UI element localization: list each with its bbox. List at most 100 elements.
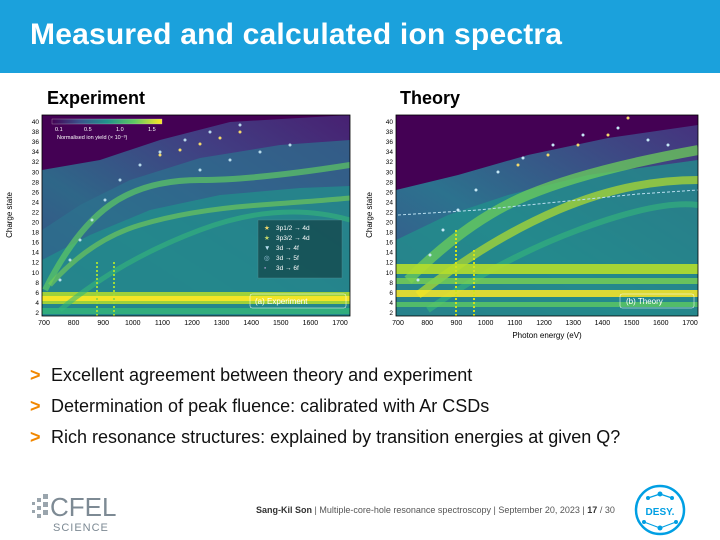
y-tick-label: 22 <box>386 209 394 216</box>
x-tick-label: 1600 <box>653 320 669 327</box>
y-tick-label: 28 <box>32 179 40 186</box>
y-tick-label: 8 <box>389 280 393 287</box>
x-tick-label: 1300 <box>214 320 230 327</box>
experiment-heatmap: 0.1 0.5 1.0 1.5 Normalised ion yield (× … <box>5 114 351 327</box>
legend-item-2: 3p3/2 → 4d <box>276 235 310 242</box>
footer-talk-title: Multiple-core-hole resonance spectroscop… <box>319 505 491 515</box>
slide-title: Measured and calculated ion spectra <box>30 18 563 51</box>
y-tick-label: 16 <box>386 240 394 247</box>
x-tick-label: 1400 <box>595 320 611 327</box>
footer-page-total: / 30 <box>599 505 615 515</box>
y-tick-label: 18 <box>386 230 394 237</box>
y-tick-label: 36 <box>32 139 40 146</box>
y-tick-label: 10 <box>386 270 394 277</box>
legend-item-5: 3d → 6f <box>276 265 299 272</box>
footer-author: Sang-Kil Son <box>256 505 312 515</box>
footer-date: September 20, 2023 <box>498 505 580 515</box>
cfel-logo: CFEL SCIENCE <box>32 492 116 534</box>
footer-separator: | <box>493 505 496 515</box>
svg-text:★: ★ <box>264 224 270 232</box>
legend-item-4: 3d → 5f <box>276 255 299 262</box>
bullet-marker: > <box>30 365 41 385</box>
cfel-logo-subtext: SCIENCE <box>53 522 109 534</box>
x-tick-label: 900 <box>451 320 463 327</box>
x-tick-label: 900 <box>97 320 109 327</box>
y-tick-label: 2 <box>35 310 39 317</box>
y-tick-label: 4 <box>389 300 393 307</box>
y-tick-label: 20 <box>386 220 394 227</box>
bullet-text: Excellent agreement between theory and e… <box>51 365 473 385</box>
x-tick-label: 1100 <box>507 320 522 327</box>
bullet-text: Determination of peak fluence: calibrate… <box>51 396 490 416</box>
bullet-list: > Excellent agreement between theory and… <box>30 362 710 455</box>
theory-ylabel: Charge state <box>365 192 374 238</box>
y-tick-label: 38 <box>32 129 40 136</box>
legend-item-3: 3d → 4f <box>276 245 299 252</box>
y-tick-label: 12 <box>386 260 394 267</box>
x-tick-label: 800 <box>68 320 80 327</box>
footer-separator: | <box>314 505 317 515</box>
y-tick-label: 30 <box>386 169 394 176</box>
x-tick-label: 1400 <box>243 320 259 327</box>
experiment-ylabel: Charge state <box>5 192 14 238</box>
y-tick-label: 12 <box>32 260 40 267</box>
y-tick-label: 36 <box>386 139 394 146</box>
y-tick-label: 14 <box>386 250 394 257</box>
desy-logo: DESY. <box>634 484 686 536</box>
y-tick-label: 20 <box>32 220 40 227</box>
y-tick-label: 34 <box>386 149 394 156</box>
cbar-tick-3: 1.0 <box>116 127 124 133</box>
x-tick-label: 1600 <box>303 320 319 327</box>
x-tick-label: 1000 <box>478 320 494 327</box>
cbar-tick-4: 1.5 <box>148 127 156 133</box>
cbar-tick-2: 0.5 <box>84 127 92 133</box>
svg-text:★: ★ <box>264 234 270 242</box>
theory-heatmap: (b) Theory 24681012141618202224262830323… <box>365 114 699 340</box>
bullet-item: > Rich resonance structures: explained b… <box>30 424 710 455</box>
y-tick-label: 32 <box>32 159 40 166</box>
footer-page-number: 17 <box>587 505 598 515</box>
x-tick-label: 1300 <box>565 320 581 327</box>
x-tick-label: 1700 <box>682 320 698 327</box>
y-tick-label: 18 <box>32 230 40 237</box>
x-tick-label: 1000 <box>125 320 141 327</box>
x-tick-label: 1100 <box>155 320 170 327</box>
y-tick-label: 14 <box>32 250 40 257</box>
y-tick-label: 24 <box>386 199 394 206</box>
y-tick-label: 40 <box>32 119 40 126</box>
y-tick-label: 34 <box>32 149 40 156</box>
cfel-logo-text: CFEL <box>50 492 116 522</box>
svg-text:◎: ◎ <box>264 255 270 262</box>
bullet-marker: > <box>30 396 41 416</box>
y-tick-label: 26 <box>32 189 40 196</box>
x-tick-label: 1500 <box>273 320 289 327</box>
y-tick-label: 40 <box>386 119 394 126</box>
y-tick-label: 10 <box>32 270 40 277</box>
y-tick-label: 24 <box>32 199 40 206</box>
panel-label-experiment: (a) Experiment <box>255 297 308 306</box>
theory-title: Theory <box>400 88 461 108</box>
y-tick-label: 6 <box>35 290 39 297</box>
x-tick-label: 1500 <box>624 320 640 327</box>
experiment-title: Experiment <box>47 88 146 108</box>
bullet-marker: > <box>30 427 41 447</box>
y-tick-label: 16 <box>32 240 40 247</box>
bullet-item: > Determination of peak fluence: calibra… <box>30 393 710 424</box>
x-tick-label: 700 <box>392 320 404 327</box>
svg-text:▼: ▼ <box>264 245 270 252</box>
legend-item-1: 3p1/2 → 4d <box>276 225 310 232</box>
y-tick-label: 2 <box>389 310 393 317</box>
slide-header: Measured and calculated ion spectra <box>0 0 720 73</box>
y-tick-label: 38 <box>386 129 394 136</box>
y-tick-label: 26 <box>386 189 394 196</box>
y-tick-label: 4 <box>35 300 39 307</box>
bullet-item: > Excellent agreement between theory and… <box>30 362 710 393</box>
x-tick-label: 1200 <box>184 320 200 327</box>
theory-xlabel: Photon energy (eV) <box>512 331 582 340</box>
y-tick-label: 32 <box>386 159 394 166</box>
y-tick-label: 30 <box>32 169 40 176</box>
slide-footer: Sang-Kil Son | Multiple-core-hole resona… <box>256 505 615 515</box>
x-tick-label: 1700 <box>332 320 348 327</box>
y-tick-label: 22 <box>32 209 40 216</box>
footer-separator: | <box>582 505 585 515</box>
